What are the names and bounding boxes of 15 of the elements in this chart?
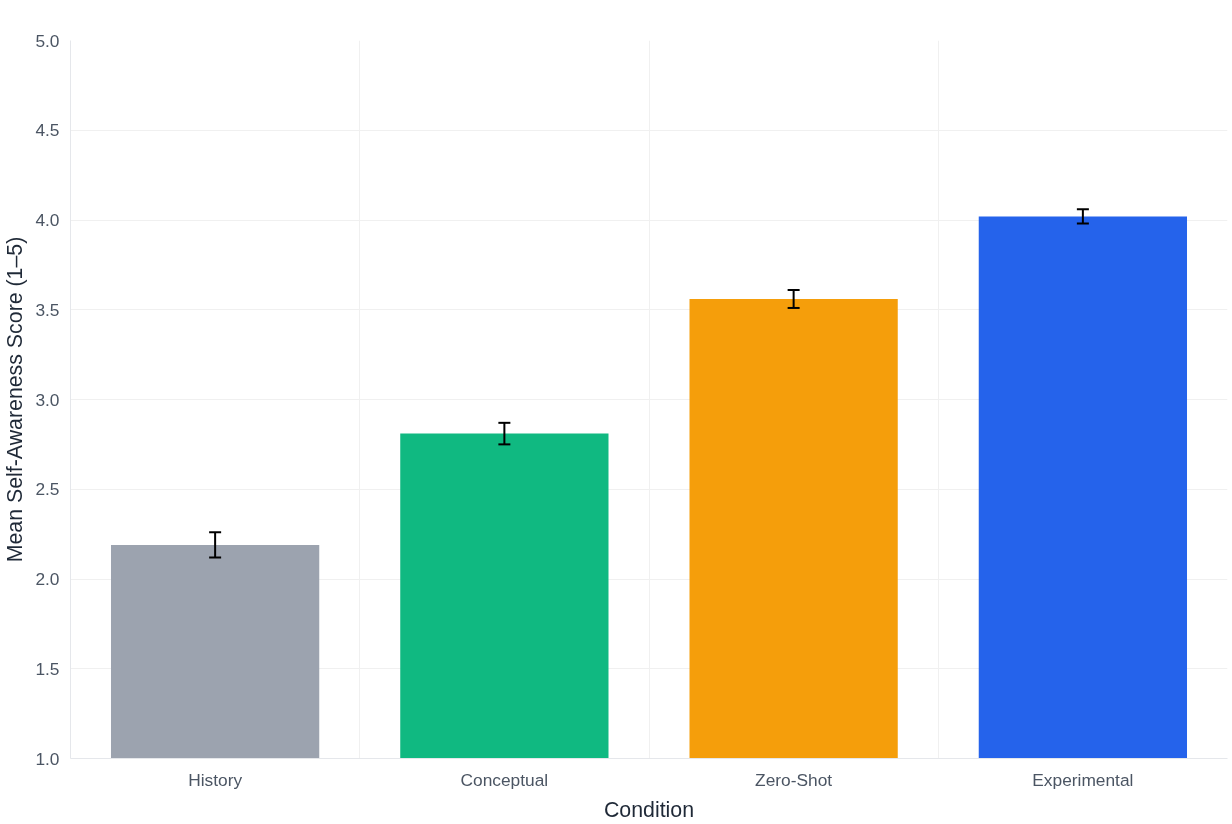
y-axis-title: Mean Self-Awareness Score (1–5) — [3, 236, 28, 563]
x-tick-label: Experimental — [1032, 769, 1134, 790]
y-tick-label: 1.5 — [35, 658, 60, 679]
y-tick-label: 3.5 — [35, 299, 60, 320]
y-tick-label: 2.5 — [35, 479, 60, 500]
x-tick-label: Conceptual — [460, 769, 549, 790]
x-tick-label: Zero-Shot — [755, 769, 833, 790]
y-tick-label: 1.0 — [35, 748, 60, 769]
y-tick-label: 5.0 — [35, 30, 60, 51]
y-tick-label: 4.5 — [35, 120, 60, 141]
y-tick-label: 3.0 — [35, 389, 60, 410]
x-tick-label: History — [188, 769, 243, 790]
y-tick-label: 2.0 — [35, 569, 60, 589]
x-axis-title: Condition — [603, 797, 695, 822]
y-tick-label: 4.0 — [35, 210, 60, 230]
